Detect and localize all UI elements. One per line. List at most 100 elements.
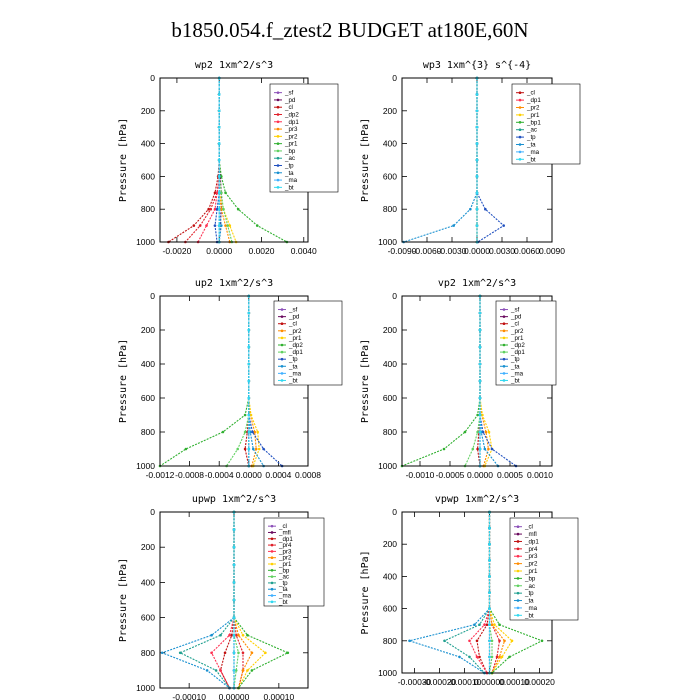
legend-entry: _dp1 [524,538,539,545]
y-tick-label: 200 [141,106,155,116]
x-tick-label: 0.0008 [295,470,321,480]
data-point-pr1 [256,430,259,434]
data-point-pr2 [484,430,488,434]
data-point-bt [478,345,482,349]
y-axis-label: Pressure [hPa] [118,558,129,642]
data-point-pr1 [264,651,267,655]
data-point-pr4 [234,633,238,637]
legend-entry: _tp [278,580,288,587]
legend-marker [276,149,280,153]
legend: _cl_mfl_dp1_pr4_pr3_pr2_pr1_bp_ac_tp_ta_… [263,517,325,607]
y-tick-label: 0 [392,507,397,517]
legend-entry: _pr4 [278,542,292,549]
legend-marker [280,329,284,333]
legend-entry: _bt [288,377,298,384]
data-point-bt [232,651,236,655]
data-point-bt [232,633,236,637]
legend-marker [280,357,284,361]
data-point-ta [469,207,472,211]
legend-entry: _tp [510,356,520,363]
series-line-pr2 [488,512,506,674]
y-tick-label: 800 [383,427,397,437]
x-tick-label: -0.0090 [388,246,417,256]
legend-marker [276,98,280,102]
legend-marker [518,143,522,146]
legend-marker [516,540,520,543]
data-point-bt [247,345,251,349]
legend-marker [502,350,506,354]
data-point-bp [220,191,223,195]
legend-entry: _pd [284,97,296,104]
series-line-tp [443,512,491,674]
legend-marker [518,121,522,124]
legend-entry: _pr2 [524,561,538,568]
legend-box [511,83,581,165]
legend-entry: _pr2 [284,133,298,140]
legend-marker [516,562,520,565]
data-point-dp1 [478,655,481,659]
data-point-dp1 [230,633,234,637]
data-point-pr1 [220,175,223,178]
legend-entry: _mfl [524,531,537,538]
data-point-bt [217,93,221,96]
data-point-ta [251,447,255,451]
y-tick-label: 600 [383,393,397,403]
x-tick-label: 0.0020 [248,246,274,256]
legend: _sf_pd_cl_pr2_pr1_dp2_dp1_tp_ta_ma_bt [273,300,343,386]
y-tick-label: 800 [141,427,155,437]
legend-marker [270,600,274,604]
y-tick-label: 600 [383,171,397,181]
legend-entry: _pr2 [526,105,540,112]
data-point-bp [226,224,229,227]
data-point-cl [476,447,479,451]
data-point-pr2 [498,655,501,659]
legend-marker [276,171,280,175]
data-point-bt [488,526,491,530]
data-point-pr1 [481,413,484,417]
data-point-tp [502,224,505,227]
legend-entry: _cl [288,321,297,328]
data-point-bt [475,158,479,162]
legend-marker [280,336,284,340]
data-point-tp [262,447,265,451]
legend-marker [270,524,274,528]
series-line-dp1 [476,512,491,674]
legend-box [269,83,339,193]
y-tick-label: 200 [141,542,155,552]
data-point-bt [475,93,479,96]
data-point-pr3 [220,207,223,211]
data-point-dp1 [205,224,208,227]
data-point-pr2 [250,651,254,655]
y-tick-label: 400 [383,139,397,149]
data-point-tp [214,669,218,672]
series-line-ta [407,512,491,674]
data-point-dp1 [243,430,247,434]
legend-marker [280,308,284,311]
legend-entry: _sf [288,307,298,314]
data-point-bt [247,430,251,434]
data-point-tp [213,224,217,227]
y-tick-label: 600 [141,171,155,181]
legend-marker [270,531,274,534]
legend-entry: _cl [510,321,519,328]
legend-marker [518,150,522,154]
data-point-bt [217,125,221,129]
x-tick-label: -0.00030 [398,677,432,687]
legend-marker [276,186,280,189]
data-point-bt [488,623,491,626]
legend: _sf_pd_cl_pr2_pr1_dp2_dp1_tp_ta_ma_bt [495,300,557,386]
y-tick-label: 1000 [136,683,155,693]
legend-entry: _bp [284,148,296,155]
legend-marker [518,91,522,94]
legend-marker [518,128,522,131]
data-point-bt [247,379,251,383]
legend-entry: _bt [526,156,536,163]
legend-entry: _bt [524,612,534,619]
chart-title: up2 1xm^2/s^3 [195,278,273,289]
data-point-pr3 [224,224,227,227]
data-point-bt [478,413,482,417]
data-point-dp2 [209,207,213,211]
data-point-pr1 [255,224,259,227]
data-point-bt [475,142,479,145]
